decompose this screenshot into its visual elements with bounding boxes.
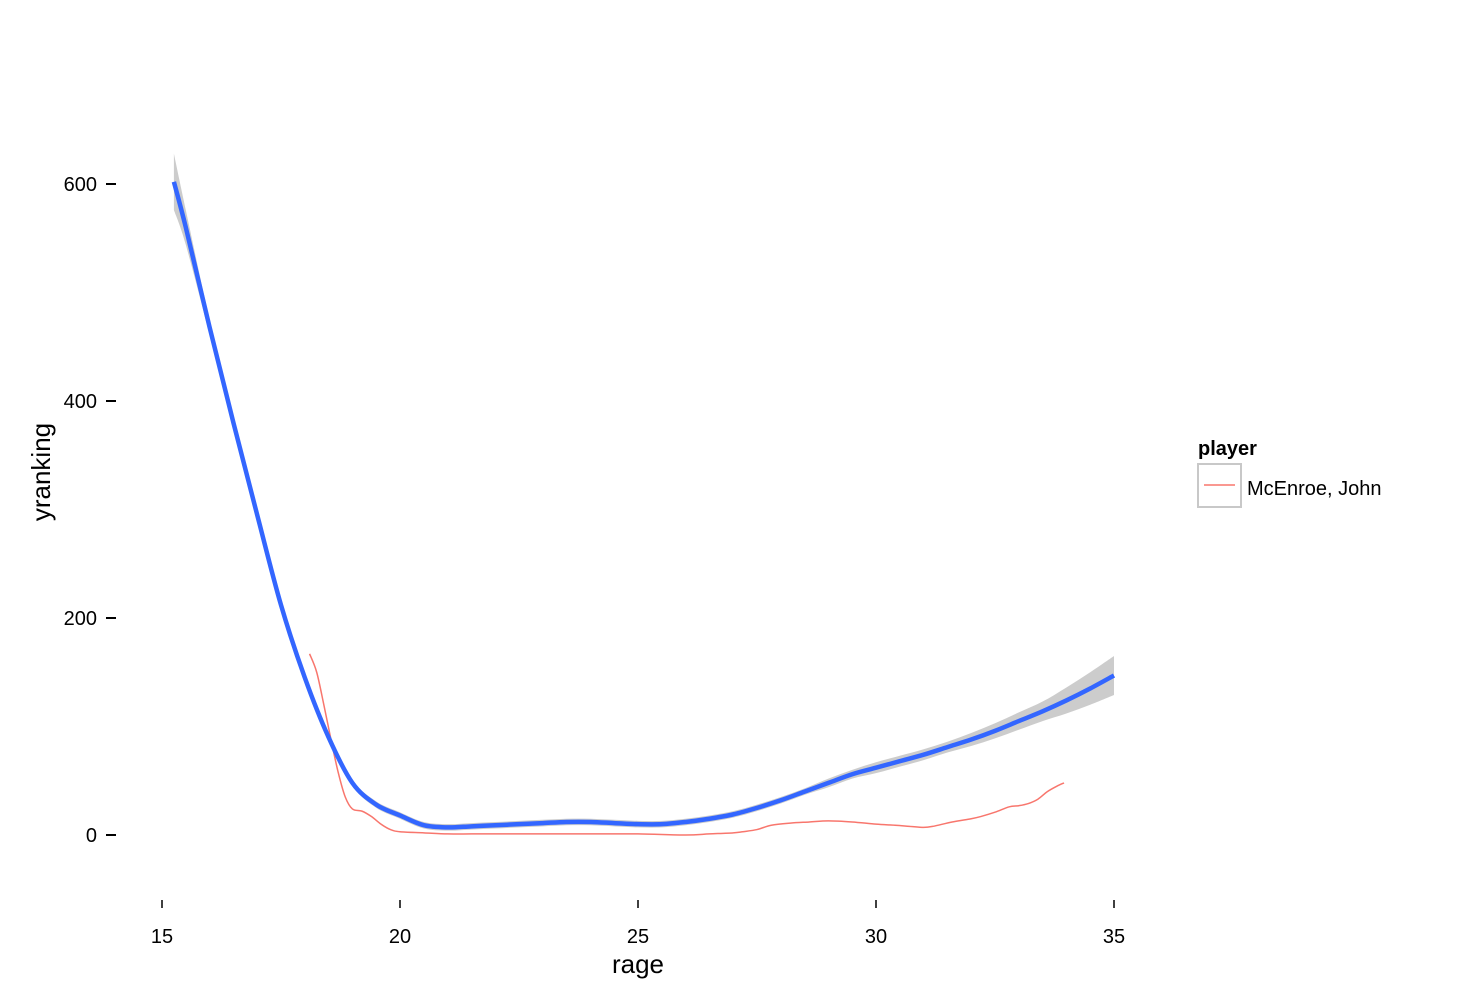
x-axis-title: rage bbox=[612, 949, 664, 979]
x-tick-label: 30 bbox=[865, 926, 887, 948]
legend: player McEnroe, John bbox=[1197, 438, 1382, 508]
legend-label: McEnroe, John bbox=[1247, 478, 1382, 500]
x-tick-label: 15 bbox=[151, 926, 173, 948]
y-axis-title: yranking bbox=[26, 423, 56, 521]
smooth-confidence-band bbox=[173, 153, 1114, 831]
x-tick-label: 35 bbox=[1103, 926, 1125, 948]
x-axis: 15 20 25 30 35 bbox=[151, 900, 1125, 948]
smooth-lines bbox=[171, 181, 1116, 830]
y-tick-label: 400 bbox=[64, 391, 97, 413]
series-lines bbox=[308, 653, 1065, 836]
y-tick-label: 600 bbox=[64, 174, 97, 196]
smooth-line bbox=[171, 181, 1116, 830]
y-tick-label: 0 bbox=[86, 825, 97, 847]
series-line-0 bbox=[308, 653, 1065, 836]
y-tick-label: 200 bbox=[64, 608, 97, 630]
x-tick-label: 25 bbox=[627, 926, 649, 948]
x-tick-label: 20 bbox=[389, 926, 411, 948]
y-axis: 0 200 400 600 bbox=[64, 174, 116, 847]
legend-title: player bbox=[1198, 438, 1257, 460]
confidence-band bbox=[173, 153, 1114, 831]
